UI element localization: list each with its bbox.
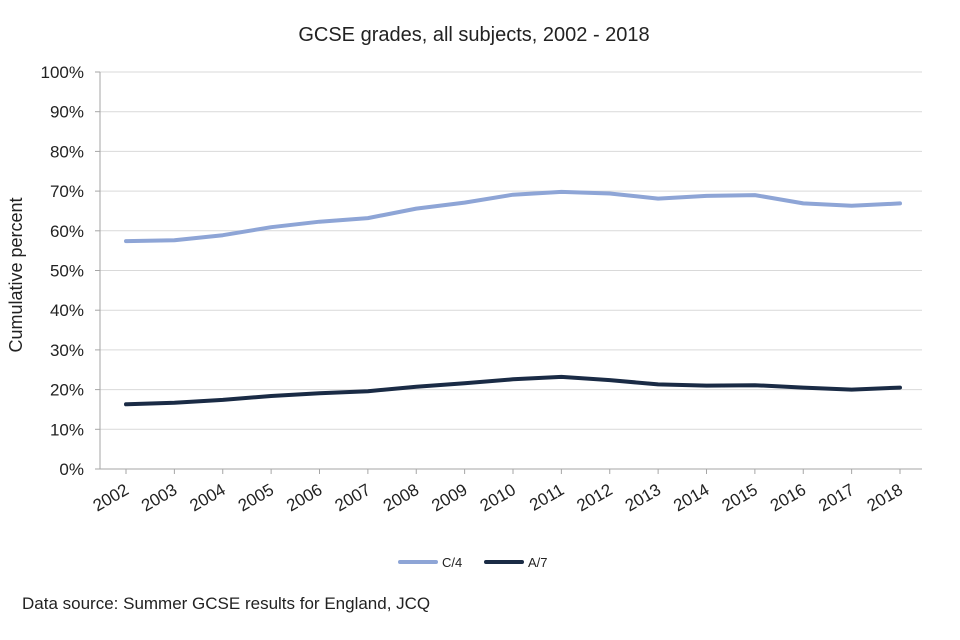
x-tick-label: 2016 [767, 480, 809, 515]
x-tick-label: 2014 [670, 480, 712, 515]
y-tick-labels: 0% 10% 20% 30% 40% 50% 60% 70% 80% 90% 100% [41, 63, 84, 479]
y-tick-label: 80% [50, 142, 84, 161]
legend-label: C/4 [442, 555, 462, 570]
x-tick-label: 2012 [573, 480, 615, 515]
x-tick-label: 2002 [90, 480, 132, 515]
x-tick-label: 2005 [235, 480, 277, 515]
y-tick-label: 90% [50, 103, 84, 122]
y-tick-label: 20% [50, 381, 84, 400]
series-lines [124, 189, 902, 407]
y-tick-label: 100% [41, 63, 84, 82]
legend: C/4 A/7 [398, 555, 548, 570]
x-tick-labels: 2002 2003 2004 2005 2006 2007 2008 2009 2010 2011… [90, 480, 906, 515]
y-tick-label: 30% [50, 341, 84, 360]
chart-title: GCSE grades, all subjects, 2002 - 2018 [298, 24, 649, 46]
series-line-a7 [124, 374, 902, 407]
gridlines [100, 71, 922, 430]
x-tick-label: 2003 [138, 480, 180, 515]
x-tick-label: 2017 [815, 480, 857, 515]
x-tick-label: 2008 [380, 480, 422, 515]
axes [95, 71, 922, 474]
legend-label: A/7 [528, 555, 548, 570]
x-tick-label: 2004 [186, 480, 228, 515]
x-tick-label: 2013 [622, 480, 664, 515]
x-tick-label: 2007 [332, 480, 374, 515]
y-tick-label: 60% [50, 222, 84, 241]
x-tick-label: 2011 [526, 480, 567, 515]
x-tick-label: 2009 [428, 480, 470, 515]
x-tick-label: 2010 [477, 480, 519, 515]
x-tick-label: 2018 [864, 480, 906, 515]
y-tick-label: 70% [50, 182, 84, 201]
y-tick-label: 40% [50, 301, 84, 320]
y-tick-label: 10% [50, 420, 84, 439]
x-tick-label: 2015 [719, 480, 761, 515]
x-tick-label: 2006 [283, 480, 325, 515]
y-tick-label: 50% [50, 262, 84, 281]
data-source-note: Data source: Summer GCSE results for Eng… [22, 594, 431, 613]
y-tick-label: 0% [59, 460, 84, 479]
series-line-c4 [124, 189, 902, 244]
y-axis-label: Cumulative percent [6, 197, 26, 352]
